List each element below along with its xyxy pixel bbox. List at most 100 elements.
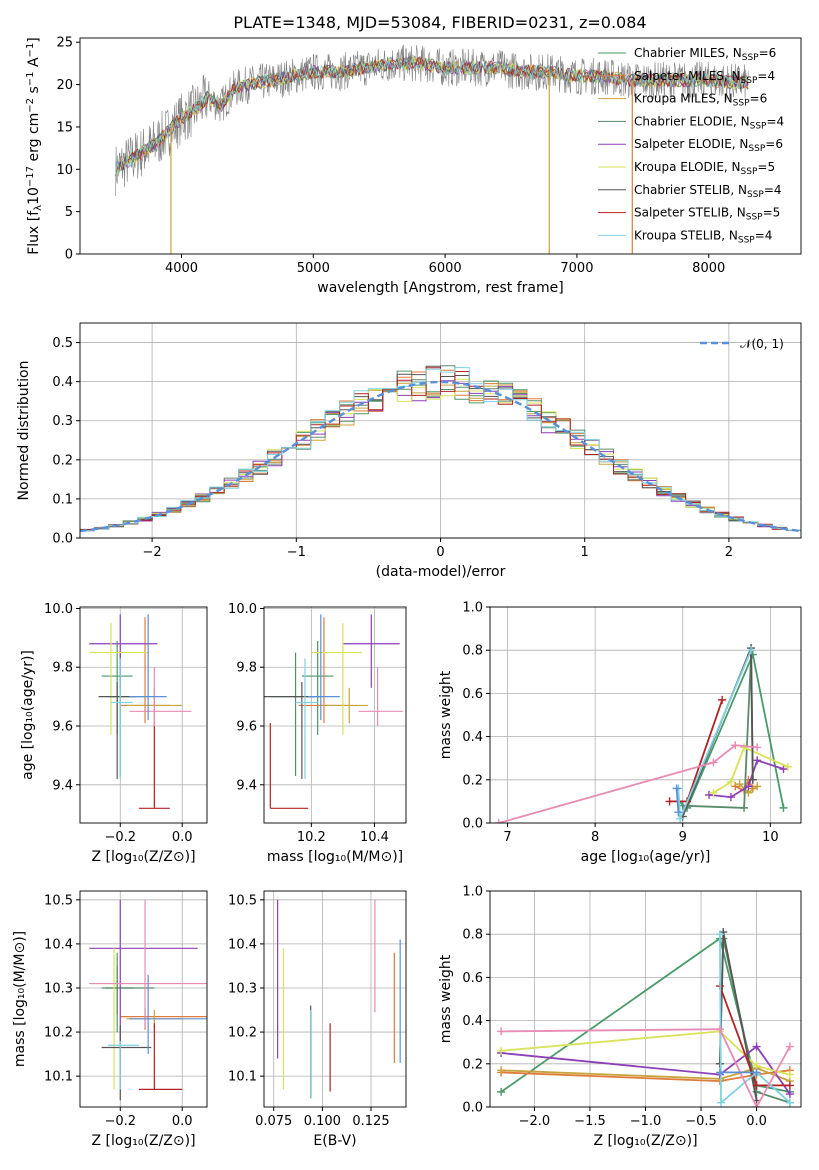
- weight-point-marker: [497, 1066, 506, 1075]
- y-tick-label: 9.6: [52, 720, 73, 735]
- y-label-part: ]: [26, 37, 42, 42]
- weight-point-marker: [752, 1068, 761, 1077]
- legend-entry: Chabrier ELODIE, NSSP=4: [634, 114, 784, 131]
- weight-point-marker: [779, 803, 788, 812]
- y-axis-label: mass [log₁₀(M/M⊙)]: [12, 931, 28, 1067]
- y-tick-label: 0.2: [462, 1057, 483, 1072]
- legend-label: Chabrier ELODIE, N: [634, 114, 750, 128]
- x-tick-label: −2.0: [519, 1114, 551, 1129]
- y-tick-label: 0.8: [462, 644, 483, 659]
- y-axis-label: mass weight: [438, 954, 454, 1043]
- y-label-part: λ: [33, 205, 44, 211]
- weight-point-marker: [665, 797, 674, 806]
- observed-spectrum-line: [115, 44, 749, 197]
- x-tick-label: 10: [762, 830, 779, 845]
- x-tick-label: 0.100: [304, 1114, 341, 1129]
- weight-point-marker: [497, 1027, 506, 1036]
- legend-label: Kroupa MILES, N: [634, 92, 733, 106]
- model-spectrum-line: [115, 56, 749, 177]
- weight-point-marker: [676, 814, 685, 823]
- weight-point-marker: [785, 1042, 794, 1051]
- y-tick-label: 0.0: [52, 532, 73, 547]
- y-label-part: erg cm: [26, 113, 42, 166]
- weight-point-marker: [497, 1046, 506, 1055]
- weight-series-line: [501, 1069, 791, 1083]
- y-tick-label: 10.5: [228, 893, 257, 908]
- y-tick-label: 10.2: [228, 1026, 257, 1041]
- age_vs_mass-axes: 10.2 10.4 9.4 9.6 9.8 10.0 mass [log₁₀(M/M⊙)]: [228, 602, 406, 865]
- y-tick-label: 9.6: [236, 720, 257, 735]
- mass_vs_Z-frame: [79, 890, 208, 1108]
- x-axis-label: Z [log₁₀(Z/Z⊙)]: [91, 1133, 195, 1149]
- x-axis-label: age [log₁₀(age/yr)]: [581, 849, 711, 865]
- legend-label: Chabrier MILES, N: [634, 46, 742, 60]
- y-tick-label: 5: [65, 205, 73, 220]
- weight-series-line: [734, 777, 754, 792]
- y-tick-label: 0.2: [462, 773, 483, 788]
- weight-point-marker: [747, 646, 756, 655]
- legend-sub: SSP: [747, 190, 764, 200]
- weight-point-marker: [497, 1087, 506, 1096]
- x-tick-label: −1.0: [630, 1114, 662, 1129]
- y-tick-label: 10.5: [44, 893, 73, 908]
- y-tick-label: 25: [56, 36, 73, 51]
- y-tick-label: 1.0: [462, 601, 483, 616]
- legend-sub: SSP: [733, 99, 750, 109]
- x-tick-label: −0.5: [685, 1114, 717, 1129]
- legend-entry: Salpeter MILES, NSSP=4: [634, 69, 775, 86]
- weight_vs_Z-lines: [497, 928, 794, 1107]
- weight-point-marker: [672, 784, 681, 793]
- figure-title: PLATE=1348, MJD=53084, FIBERID=0231, z=0…: [233, 13, 646, 32]
- legend-label: Salpeter MILES, N: [634, 69, 741, 83]
- mass_vs_Z-axes: −0.2 0.0 10.1 10.2 10.3 10.4 10.5 Z [log₁₀(Z/Z⊙…: [12, 891, 207, 1149]
- y-label-part: A: [26, 57, 42, 71]
- histogram-frame: [79, 322, 802, 539]
- weight-series-line: [498, 744, 758, 823]
- age_vs_Z-points: [89, 614, 192, 809]
- y-tick-label: 9.4: [236, 778, 257, 793]
- weight-point-marker: [785, 1090, 794, 1099]
- y-label-part: Flux [f: [26, 210, 42, 255]
- y-tick-label: 9.8: [236, 661, 257, 676]
- y-tick-label: 0.2: [52, 453, 73, 468]
- age_vs_Z-frame: [79, 606, 208, 824]
- residuals-axes: −2 −1 0 1 2 0.0 0.1 0.2 0.3 0.4 0.5 (data-model)/er…: [16, 323, 801, 580]
- legend-sub: SSP: [748, 144, 765, 154]
- legend-entry: Chabrier STELIB, NSSP=4: [634, 183, 782, 200]
- y-axis-label: mass weight: [438, 670, 454, 759]
- y-tick-label: 10.0: [44, 602, 73, 617]
- y-tick-label: 20: [56, 78, 73, 93]
- y-tick-label: 15: [56, 120, 73, 135]
- legend-label: Salpeter ELODIE, N: [634, 137, 748, 151]
- y-axis-label: Normed distribution: [16, 361, 32, 501]
- y-tick-label: 0.0: [462, 1101, 483, 1116]
- y-tick-label: 1.0: [462, 885, 483, 900]
- x-tick-label: 0.0: [172, 1114, 193, 1129]
- y-tick-label: 0.6: [462, 971, 483, 986]
- y-tick-label: 10.4: [228, 937, 257, 952]
- weight-point-marker: [715, 930, 724, 939]
- weight-point-marker: [744, 782, 753, 791]
- legend-entry: Salpeter STELIB, NSSP=5: [634, 206, 780, 223]
- x-tick-label: 4000: [165, 261, 198, 276]
- legend-label: Kroupa ELODIE, N: [634, 160, 741, 174]
- y-tick-label: 10: [56, 163, 73, 178]
- legend-suffix: =6: [765, 137, 783, 151]
- weight-point-marker: [715, 1068, 724, 1077]
- x-tick-label: −1: [287, 545, 306, 560]
- legend-suffix: =6: [750, 92, 768, 106]
- y-tick-label: 10.1: [228, 1070, 257, 1085]
- weight-point-marker: [783, 762, 792, 771]
- x-tick-label: 8000: [692, 261, 725, 276]
- legend-entry: Kroupa ELODIE, NSSP=5: [634, 160, 775, 177]
- legend-suffix: =4: [764, 183, 782, 197]
- x-axis-label: mass [log₁₀(M/M⊙)]: [267, 849, 403, 865]
- weight-point-marker: [718, 695, 727, 704]
- mass_vs_ebv-points: [277, 899, 401, 1099]
- y-label-part: 10: [26, 187, 42, 205]
- legend-entry: Chabrier MILES, NSSP=6: [634, 46, 776, 63]
- weight-point-marker: [752, 1081, 761, 1090]
- histogram-series: [80, 367, 801, 534]
- x-tick-label: 5000: [297, 261, 330, 276]
- weight-point-marker: [709, 788, 718, 797]
